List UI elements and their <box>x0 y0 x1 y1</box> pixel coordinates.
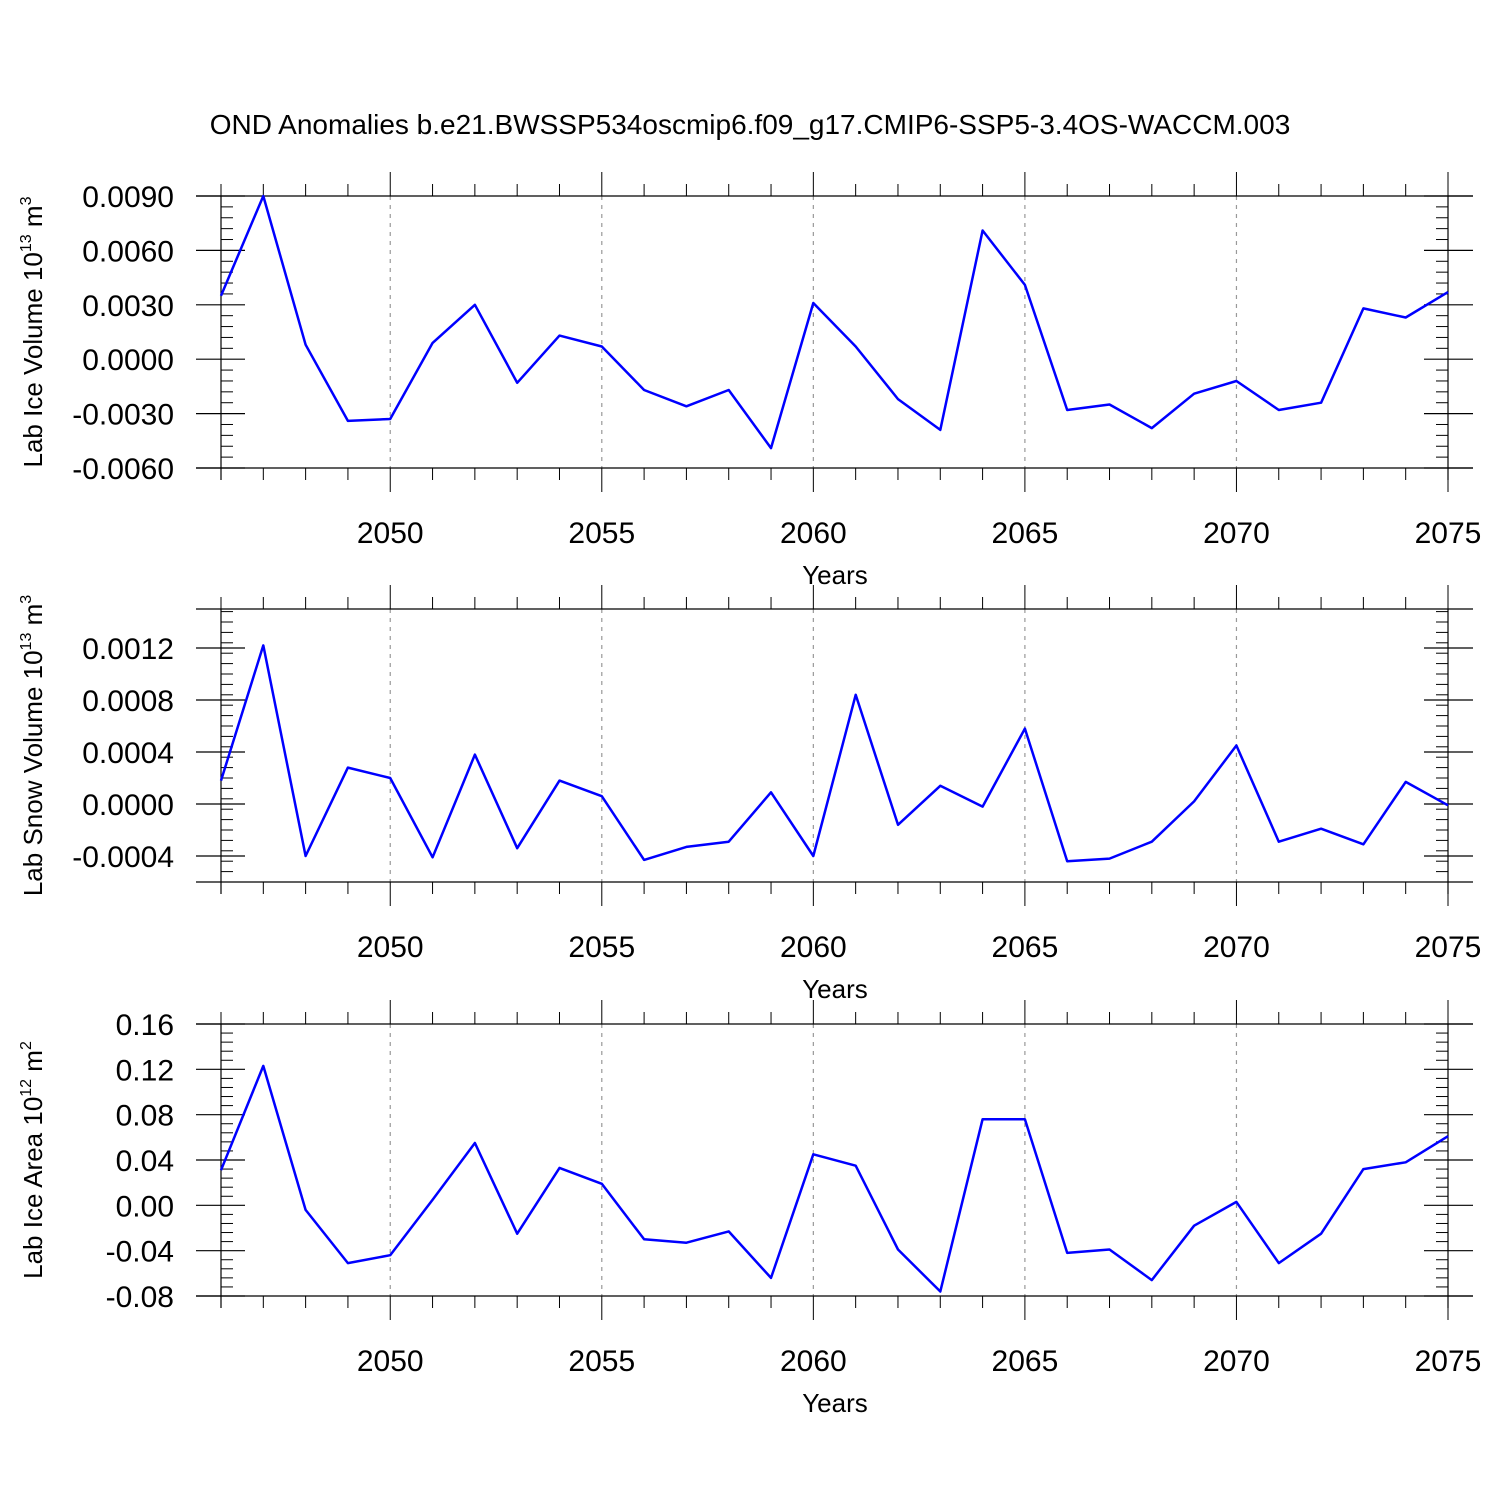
chart-panel-2: -0.0004 0.0000 0.0004 0.0008 0.0012 2050 2055 2… <box>18 585 1481 1004</box>
x-axis-label: Years <box>802 560 868 590</box>
x-tick-label: 2050 <box>357 517 424 550</box>
series-line <box>219 644 1449 863</box>
y-tick-label: -0.0060 <box>72 453 174 486</box>
y-tick-label: 0.0000 <box>82 344 174 377</box>
y-tick-label: 0.16 <box>116 1009 174 1042</box>
x-tick-label: 2055 <box>568 517 635 550</box>
x-axis-label: Years <box>802 974 868 1004</box>
series-line <box>219 1064 1449 1293</box>
y-tick-label: 0.0060 <box>82 235 174 268</box>
y-tick-label: -0.0004 <box>72 841 174 874</box>
y-tick-label: 0.0030 <box>82 290 174 323</box>
x-tick-label: 2075 <box>1415 517 1482 550</box>
y-tick-label: -0.04 <box>106 1236 174 1269</box>
series-line <box>219 194 1449 450</box>
x-tick-label: 2070 <box>1203 517 1270 550</box>
y-tick-label: -0.0030 <box>72 399 174 432</box>
x-tick-label: 2055 <box>568 1345 635 1378</box>
y-tick-label: 0.12 <box>116 1054 174 1087</box>
x-tick-label: 2060 <box>780 1345 847 1378</box>
x-tick-label: 2065 <box>992 1345 1059 1378</box>
chart-panel-1: -0.0060 -0.0030 0.0000 0.0030 0.0060 0.0090 20… <box>18 172 1481 590</box>
y-tick-label: -0.08 <box>106 1281 174 1314</box>
y-tick-label: 0.04 <box>116 1145 174 1178</box>
y-tick-label: 0.0012 <box>82 633 174 666</box>
y-tick-label: 0.0004 <box>82 737 174 770</box>
x-axis-label: Years <box>802 1388 868 1418</box>
y-axis-label: Lab Ice Volume 1013 m3 <box>18 196 48 467</box>
y-tick-label: 0.0008 <box>82 685 174 718</box>
x-tick-label: 2075 <box>1415 931 1482 964</box>
y-tick-label: 0.00 <box>116 1190 174 1223</box>
x-tick-label: 2070 <box>1203 1345 1270 1378</box>
y-tick-label: 0.08 <box>116 1100 174 1133</box>
figure-title: OND Anomalies b.e21.BWSSP534oscmip6.f09_… <box>210 109 1291 140</box>
x-tick-label: 2070 <box>1203 931 1270 964</box>
x-tick-label: 2075 <box>1415 1345 1482 1378</box>
y-tick-label: 0.0090 <box>82 181 174 214</box>
panels-container: -0.0060 -0.0030 0.0000 0.0030 0.0060 0.0090 20… <box>18 172 1481 1418</box>
x-tick-label: 2065 <box>992 931 1059 964</box>
x-tick-label: 2060 <box>780 931 847 964</box>
x-tick-label: 2050 <box>357 931 424 964</box>
x-tick-label: 2050 <box>357 1345 424 1378</box>
y-axis-label: Lab Snow Volume 1013 m3 <box>18 595 48 896</box>
x-tick-label: 2055 <box>568 931 635 964</box>
x-tick-label: 2065 <box>992 517 1059 550</box>
chart-panel-3: -0.08 -0.04 0.00 0.04 0.08 0.12 0.16 2050 2055 20… <box>18 1000 1481 1418</box>
y-tick-label: 0.0000 <box>82 789 174 822</box>
y-axis-label: Lab Ice Area 1012 m2 <box>18 1041 48 1279</box>
x-tick-label: 2060 <box>780 517 847 550</box>
